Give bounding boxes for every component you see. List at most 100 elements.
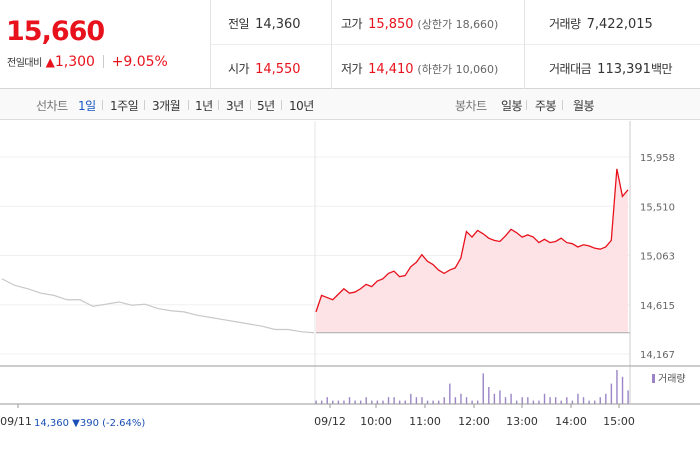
volume-bar xyxy=(421,397,423,404)
x-tick-label: 10:00 xyxy=(360,415,392,428)
y-tick-label: 15,958 xyxy=(640,153,675,164)
volume-bar xyxy=(415,397,418,404)
volume-legend-swatch xyxy=(652,374,655,383)
volume-bar xyxy=(582,397,585,404)
volume-bar xyxy=(437,400,440,404)
volume-bar xyxy=(354,400,356,404)
x-tick-label: 13:00 xyxy=(506,415,538,428)
volume-bar xyxy=(410,393,412,404)
chart-tabs-bar: 선차트 1일 1주일 3개월 1년 3년 5년 10년 봉차트 일봉 주봉 월봉 xyxy=(0,89,700,120)
volume-bar xyxy=(610,383,613,404)
change-percent: +9.05% xyxy=(111,54,168,70)
volume-bar xyxy=(476,400,479,404)
y-tick-label: 14,615 xyxy=(640,301,675,312)
volume-bar xyxy=(387,397,390,404)
tab-3-years[interactable]: 3년 xyxy=(226,99,244,113)
volume-bar xyxy=(348,397,351,404)
volume-bar xyxy=(471,400,473,404)
volume-bar xyxy=(499,390,501,404)
volume-bar xyxy=(454,397,457,404)
volume-bar xyxy=(532,400,535,404)
volume-bar xyxy=(560,400,562,404)
volume-bar xyxy=(577,393,579,404)
volume-bar xyxy=(404,400,406,404)
today-line xyxy=(315,168,629,313)
volume-bar xyxy=(521,397,523,404)
x-tick-label: 15:00 xyxy=(603,415,635,428)
tab-monthly-candle[interactable]: 월봉 xyxy=(573,99,595,113)
volume-bar xyxy=(515,400,518,404)
stat-high: 고가 15,850 (상한가 18,660) xyxy=(341,17,499,32)
x-tick-label: 09/11 xyxy=(0,415,32,428)
quote-summary: 15,660 전일대비 ▲1,300 +9.05% 전일 14,360 시가 14,… xyxy=(0,0,700,89)
tab-daily-candle[interactable]: 일봉 xyxy=(501,99,523,113)
tab-10-years[interactable]: 10년 xyxy=(289,99,314,113)
volume-bar xyxy=(510,393,512,404)
prev-day-note: 14,360 ▼390 (-2.64%) xyxy=(34,418,145,429)
y-tick-label: 15,510 xyxy=(640,202,675,213)
tab-weekly-candle[interactable]: 주봉 xyxy=(535,99,557,113)
volume-bar xyxy=(320,400,323,404)
volume-bar xyxy=(326,397,328,404)
divider xyxy=(526,100,527,110)
volume-bar xyxy=(376,400,379,404)
today-area xyxy=(316,168,628,333)
volume-bar xyxy=(504,397,507,404)
volume-bar xyxy=(482,373,484,404)
stat-open: 시가 14,550 xyxy=(228,62,301,77)
volume-bar xyxy=(332,400,334,404)
stat-low: 저가 14,410 (하한가 10,060) xyxy=(341,62,499,77)
price-change: 전일대비 ▲1,300 +9.05% xyxy=(7,54,168,70)
volume-bar xyxy=(337,400,340,404)
volume-bar xyxy=(493,393,496,404)
volume-bar xyxy=(605,393,607,404)
x-tick-label: 09/12 xyxy=(314,415,346,428)
divider xyxy=(102,100,103,110)
tab-3-months[interactable]: 3개월 xyxy=(152,99,181,113)
volume-bar xyxy=(465,397,468,404)
divider xyxy=(144,100,145,110)
divider xyxy=(281,100,282,110)
volume-bar xyxy=(627,390,629,404)
divider xyxy=(250,100,251,110)
stat-amount: 거래대금 113,391백만 xyxy=(549,62,673,77)
volume-bar xyxy=(460,393,462,404)
volume-bar xyxy=(616,370,618,404)
up-arrow-icon: ▲ xyxy=(45,55,55,69)
volume-bar xyxy=(365,397,367,404)
y-tick-label: 15,063 xyxy=(640,252,675,263)
price-chart: 15,958 15,510 15,063 14,615 14,167 09/11 09/1… xyxy=(0,121,700,429)
change-label: 전일대비 xyxy=(7,58,42,69)
divider xyxy=(218,100,219,110)
x-tick-label: 14:00 xyxy=(555,415,587,428)
volume-bar xyxy=(426,400,429,404)
volume-bar xyxy=(593,400,596,404)
volume-bar xyxy=(599,397,601,404)
volume-bar xyxy=(382,400,384,404)
divider xyxy=(188,100,189,110)
volume-bar xyxy=(359,400,362,404)
prev-day-line xyxy=(1,278,315,334)
tab-5-years[interactable]: 5년 xyxy=(257,99,275,113)
volume-bar xyxy=(432,400,434,404)
volume-bar xyxy=(554,397,557,404)
volume-bar xyxy=(443,397,445,404)
y-tick-label: 14,167 xyxy=(640,350,675,361)
volume-bar xyxy=(621,376,624,404)
divider xyxy=(562,100,563,110)
volume-legend: 거래량 xyxy=(658,373,686,385)
volume-bar xyxy=(449,383,451,404)
volume-bar xyxy=(393,397,395,404)
volume-bar xyxy=(315,400,317,404)
tab-1-week[interactable]: 1주일 xyxy=(110,99,139,113)
divider xyxy=(210,44,700,45)
volume-bar xyxy=(588,400,590,404)
candle-chart-label: 봉차트 xyxy=(455,99,487,113)
volume-bar xyxy=(398,400,401,404)
change-amount: 1,300 xyxy=(54,54,95,70)
tab-1-year[interactable]: 1년 xyxy=(195,99,213,113)
x-tick-label: 11:00 xyxy=(409,415,441,428)
stat-volume: 거래량 7,422,015 xyxy=(549,17,653,32)
tab-1-day[interactable]: 1일 xyxy=(78,99,96,113)
x-tick-label: 12:00 xyxy=(458,415,490,428)
